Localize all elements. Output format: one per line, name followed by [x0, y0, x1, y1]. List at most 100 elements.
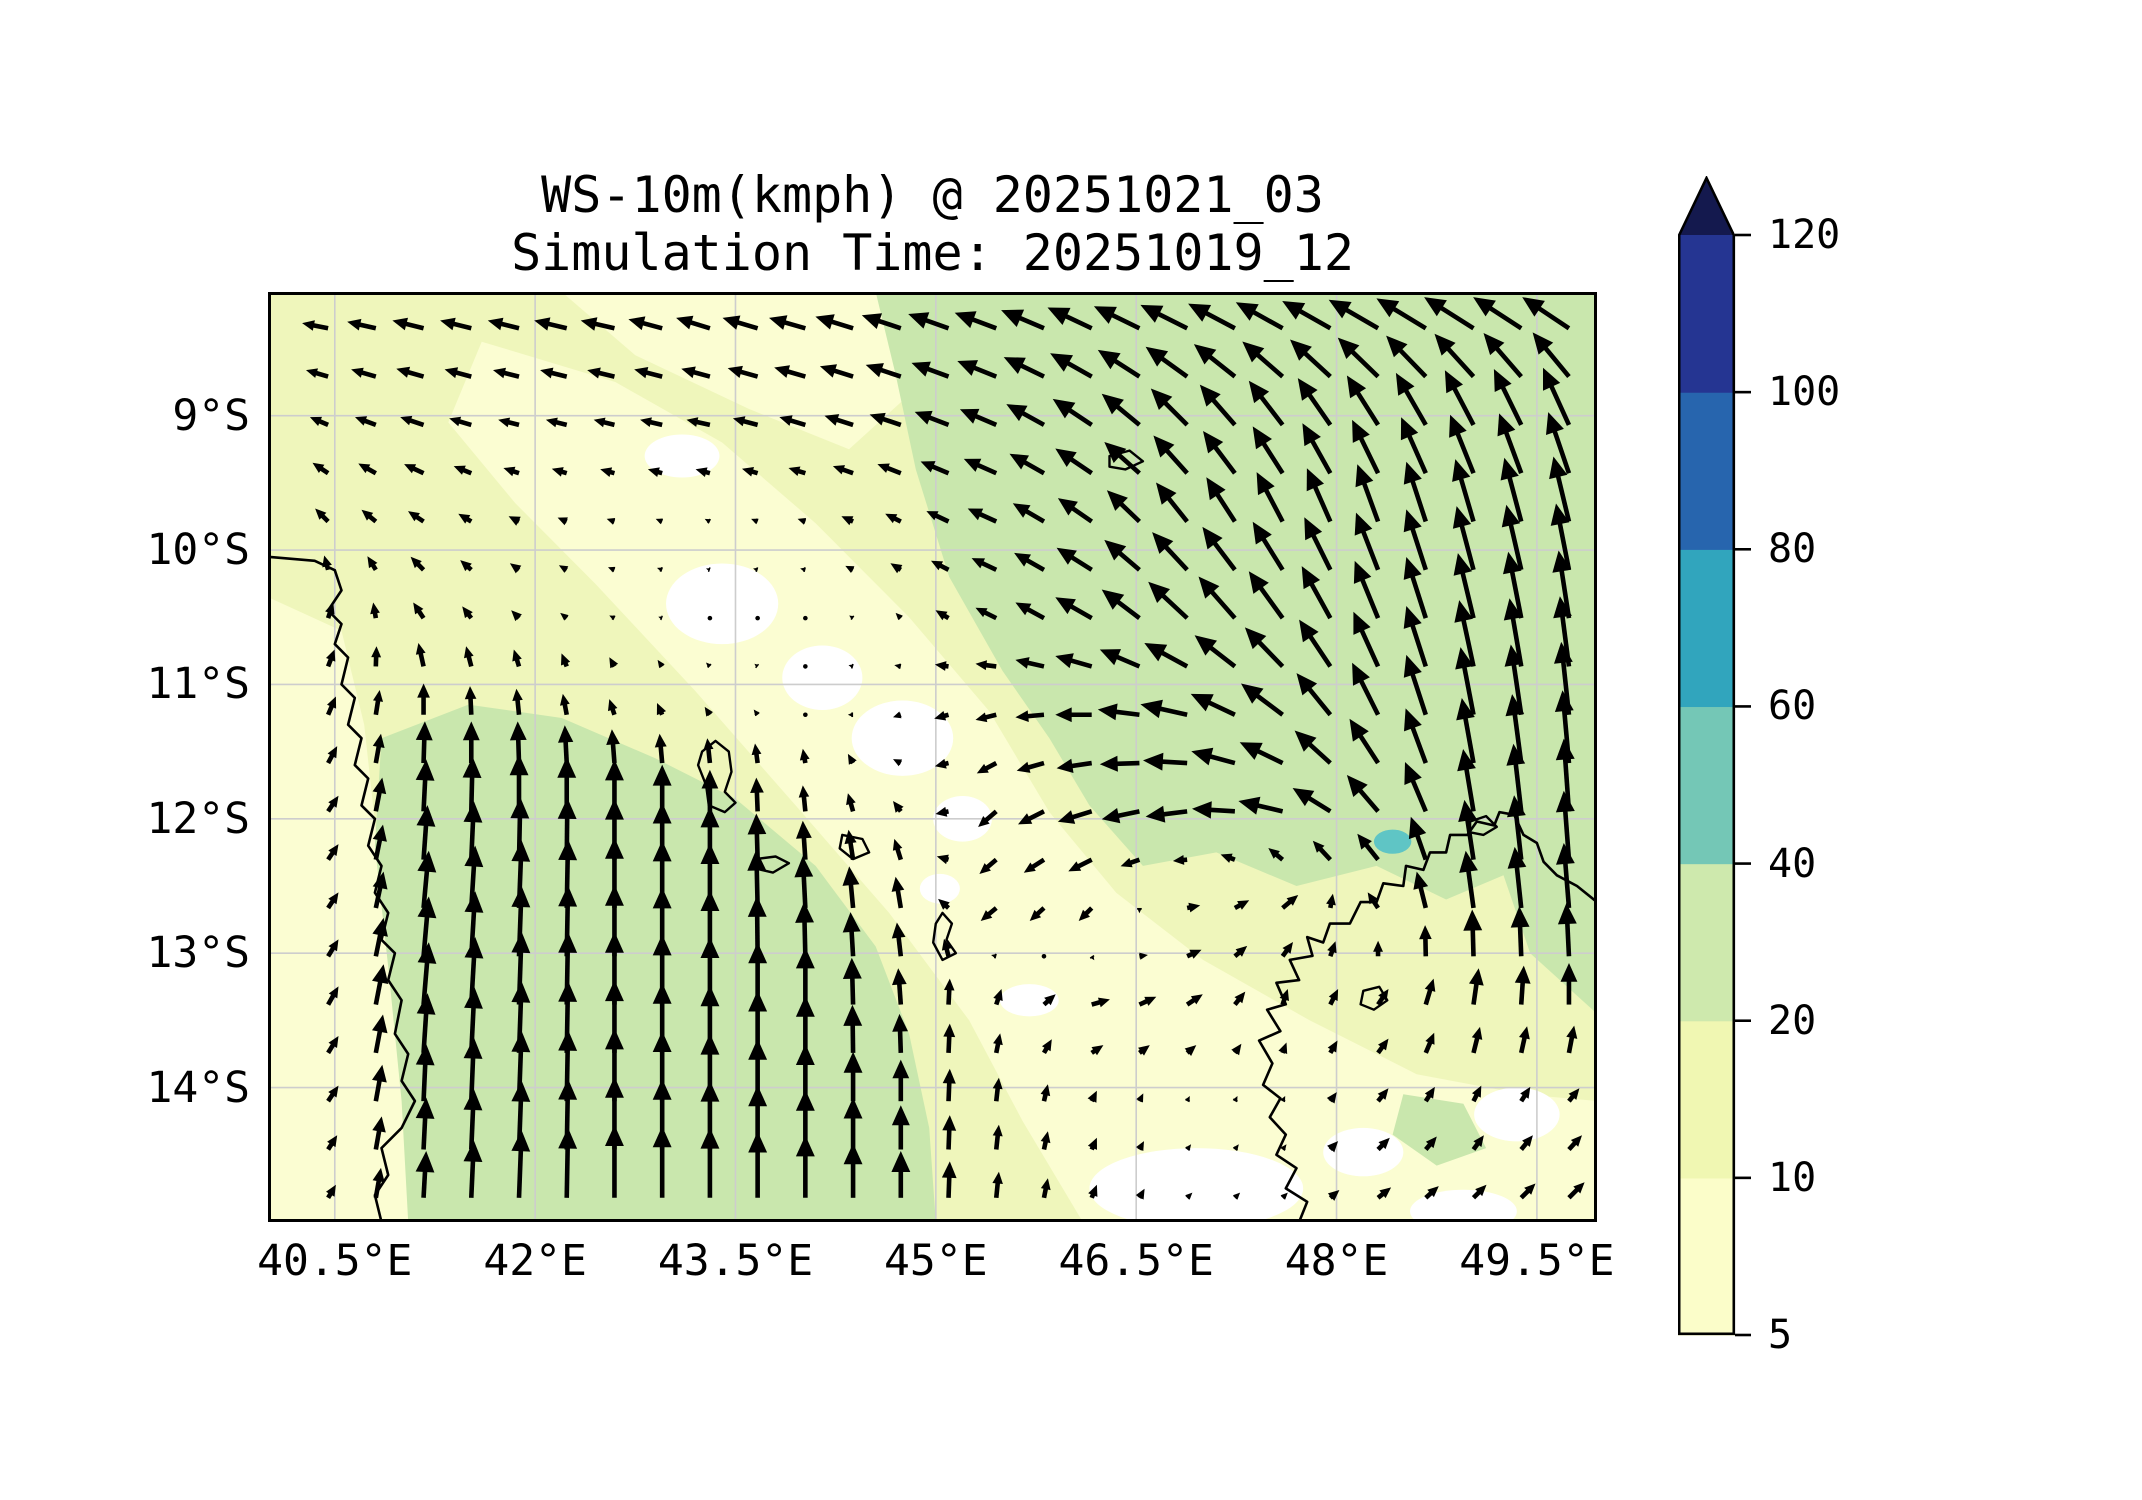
wind-arrow-head	[843, 1097, 863, 1119]
wind-arrow-head	[322, 555, 332, 568]
wind-arrow-shaft	[1356, 432, 1381, 475]
wind-arrow-head	[372, 1064, 387, 1083]
wind-arrow-head	[1378, 1038, 1389, 1051]
wind-arrow-head	[1252, 521, 1272, 545]
wind-arrow-head	[1505, 694, 1525, 717]
colorbar-segment	[1678, 549, 1735, 708]
wind-arrow-head	[1235, 945, 1248, 957]
wind-arrow-head	[934, 711, 947, 721]
wind-arrow-shaft	[1453, 427, 1476, 475]
wind-arrow-head	[847, 753, 857, 765]
wind-arrow-head	[1140, 304, 1164, 323]
wind-arrow-layer	[302, 297, 1585, 1201]
wind-arrow-head	[1055, 448, 1077, 467]
wind-arrow-head	[372, 824, 387, 842]
wind-arrow-head	[464, 937, 484, 959]
map-plot-area	[268, 292, 1597, 1222]
wind-arrow-shaft	[1442, 343, 1476, 379]
wind-arrow-head	[1349, 718, 1369, 742]
wind-arrow-head	[605, 931, 624, 953]
wind-arrow-head	[413, 602, 424, 615]
wind-arrow-head	[1327, 941, 1337, 954]
wind-arrow-head	[1346, 375, 1367, 399]
wind-arrow-head	[869, 412, 886, 426]
wind-arrow-head	[634, 367, 649, 379]
wind-arrow-head	[464, 845, 484, 868]
wind-arrow-head	[605, 759, 624, 781]
wind-arrow-head	[935, 610, 948, 621]
colorbar-tick-label: 120	[1768, 212, 1841, 258]
wind-arrow-head	[1352, 419, 1370, 443]
wind-arrow-head	[748, 1131, 768, 1153]
wind-arrow-head	[1101, 589, 1125, 610]
wind-arrow-head	[1504, 644, 1524, 667]
wind-arrow-head	[327, 1135, 338, 1148]
wind-arrow-shaft	[1408, 668, 1428, 716]
wind-arrow-head	[1290, 339, 1312, 361]
wind-arrow-head	[1232, 1192, 1241, 1200]
wind-arrow-shaft	[1206, 586, 1237, 620]
shade-green	[1392, 1094, 1487, 1166]
wind-arrow-shaft	[421, 910, 430, 957]
wind-arrow-head	[1237, 900, 1250, 910]
wind-arrow-head	[463, 1089, 483, 1111]
wind-arrow-shaft	[1310, 480, 1333, 523]
wind-arrow-head	[1507, 846, 1527, 869]
wind-arrow-head	[652, 1078, 672, 1100]
wind-arrow-head	[361, 509, 374, 521]
wind-arrow-shaft	[1533, 303, 1571, 331]
wind-arrow-head	[449, 416, 462, 427]
wind-arrow-head	[511, 981, 531, 1003]
wind-arrow-head	[700, 1033, 720, 1055]
wind-arrow-shaft	[1253, 636, 1285, 669]
wind-arrow-head	[557, 517, 568, 526]
wind-arrow-head	[1560, 963, 1578, 982]
wind-arrow-shaft	[1255, 390, 1285, 427]
wind-arrow-shaft	[1212, 488, 1237, 523]
wind-arrow-head	[843, 1004, 863, 1026]
shade-green	[374, 704, 936, 1222]
wind-arrow-head	[1532, 332, 1554, 355]
wind-arrow-head	[1557, 903, 1577, 925]
wind-arrow-shaft	[1251, 349, 1285, 379]
wind-arrow-shaft	[1562, 857, 1572, 909]
wind-arrow-head	[1184, 1045, 1197, 1056]
wind-arrow-head	[1091, 1045, 1104, 1056]
wind-arrow-head	[1353, 611, 1371, 635]
wind-arrow-shaft	[1408, 570, 1428, 619]
wind-arrow-head	[1256, 472, 1275, 496]
wind-arrow-head	[511, 1031, 531, 1053]
wind-arrow-head	[748, 1038, 768, 1060]
wind-arrow-head	[1573, 1182, 1585, 1194]
wind-arrow-head	[415, 721, 433, 741]
wind-arrow-head	[1473, 297, 1496, 317]
colorbar-segment	[1678, 235, 1735, 393]
wind-arrow-head	[652, 802, 672, 824]
wind-arrow-head	[795, 1089, 815, 1111]
wind-arrow-head	[1444, 370, 1463, 394]
wind-arrow-head	[1248, 380, 1270, 404]
wind-arrow-head	[1555, 738, 1575, 761]
wind-arrow-shaft	[1200, 308, 1236, 331]
x-tick-label: 48°E	[1284, 1236, 1389, 1286]
wind-arrow-head	[885, 513, 898, 524]
wind-arrow-head	[1040, 1131, 1051, 1144]
wind-arrow-head	[1556, 843, 1575, 865]
wind-arrow-head	[464, 646, 474, 659]
wind-arrow-head	[963, 458, 982, 472]
wind-arrow-head	[326, 1184, 336, 1197]
wind-arrow-head	[700, 1127, 720, 1149]
wind-arrow-head	[540, 367, 554, 379]
island-outline	[838, 833, 871, 861]
wind-arrow-head	[944, 978, 955, 991]
wind-arrow-head	[1327, 1141, 1339, 1153]
wind-arrow-head	[1280, 1144, 1287, 1151]
shade-teal	[1373, 829, 1412, 854]
wind-arrow-head	[1386, 335, 1408, 358]
wind-arrow-head	[842, 957, 862, 979]
wind-arrow-shaft	[1449, 382, 1476, 426]
wind-arrow-head	[545, 417, 558, 428]
wind-arrow-head	[1510, 906, 1530, 928]
wind-arrow-head	[351, 367, 364, 378]
